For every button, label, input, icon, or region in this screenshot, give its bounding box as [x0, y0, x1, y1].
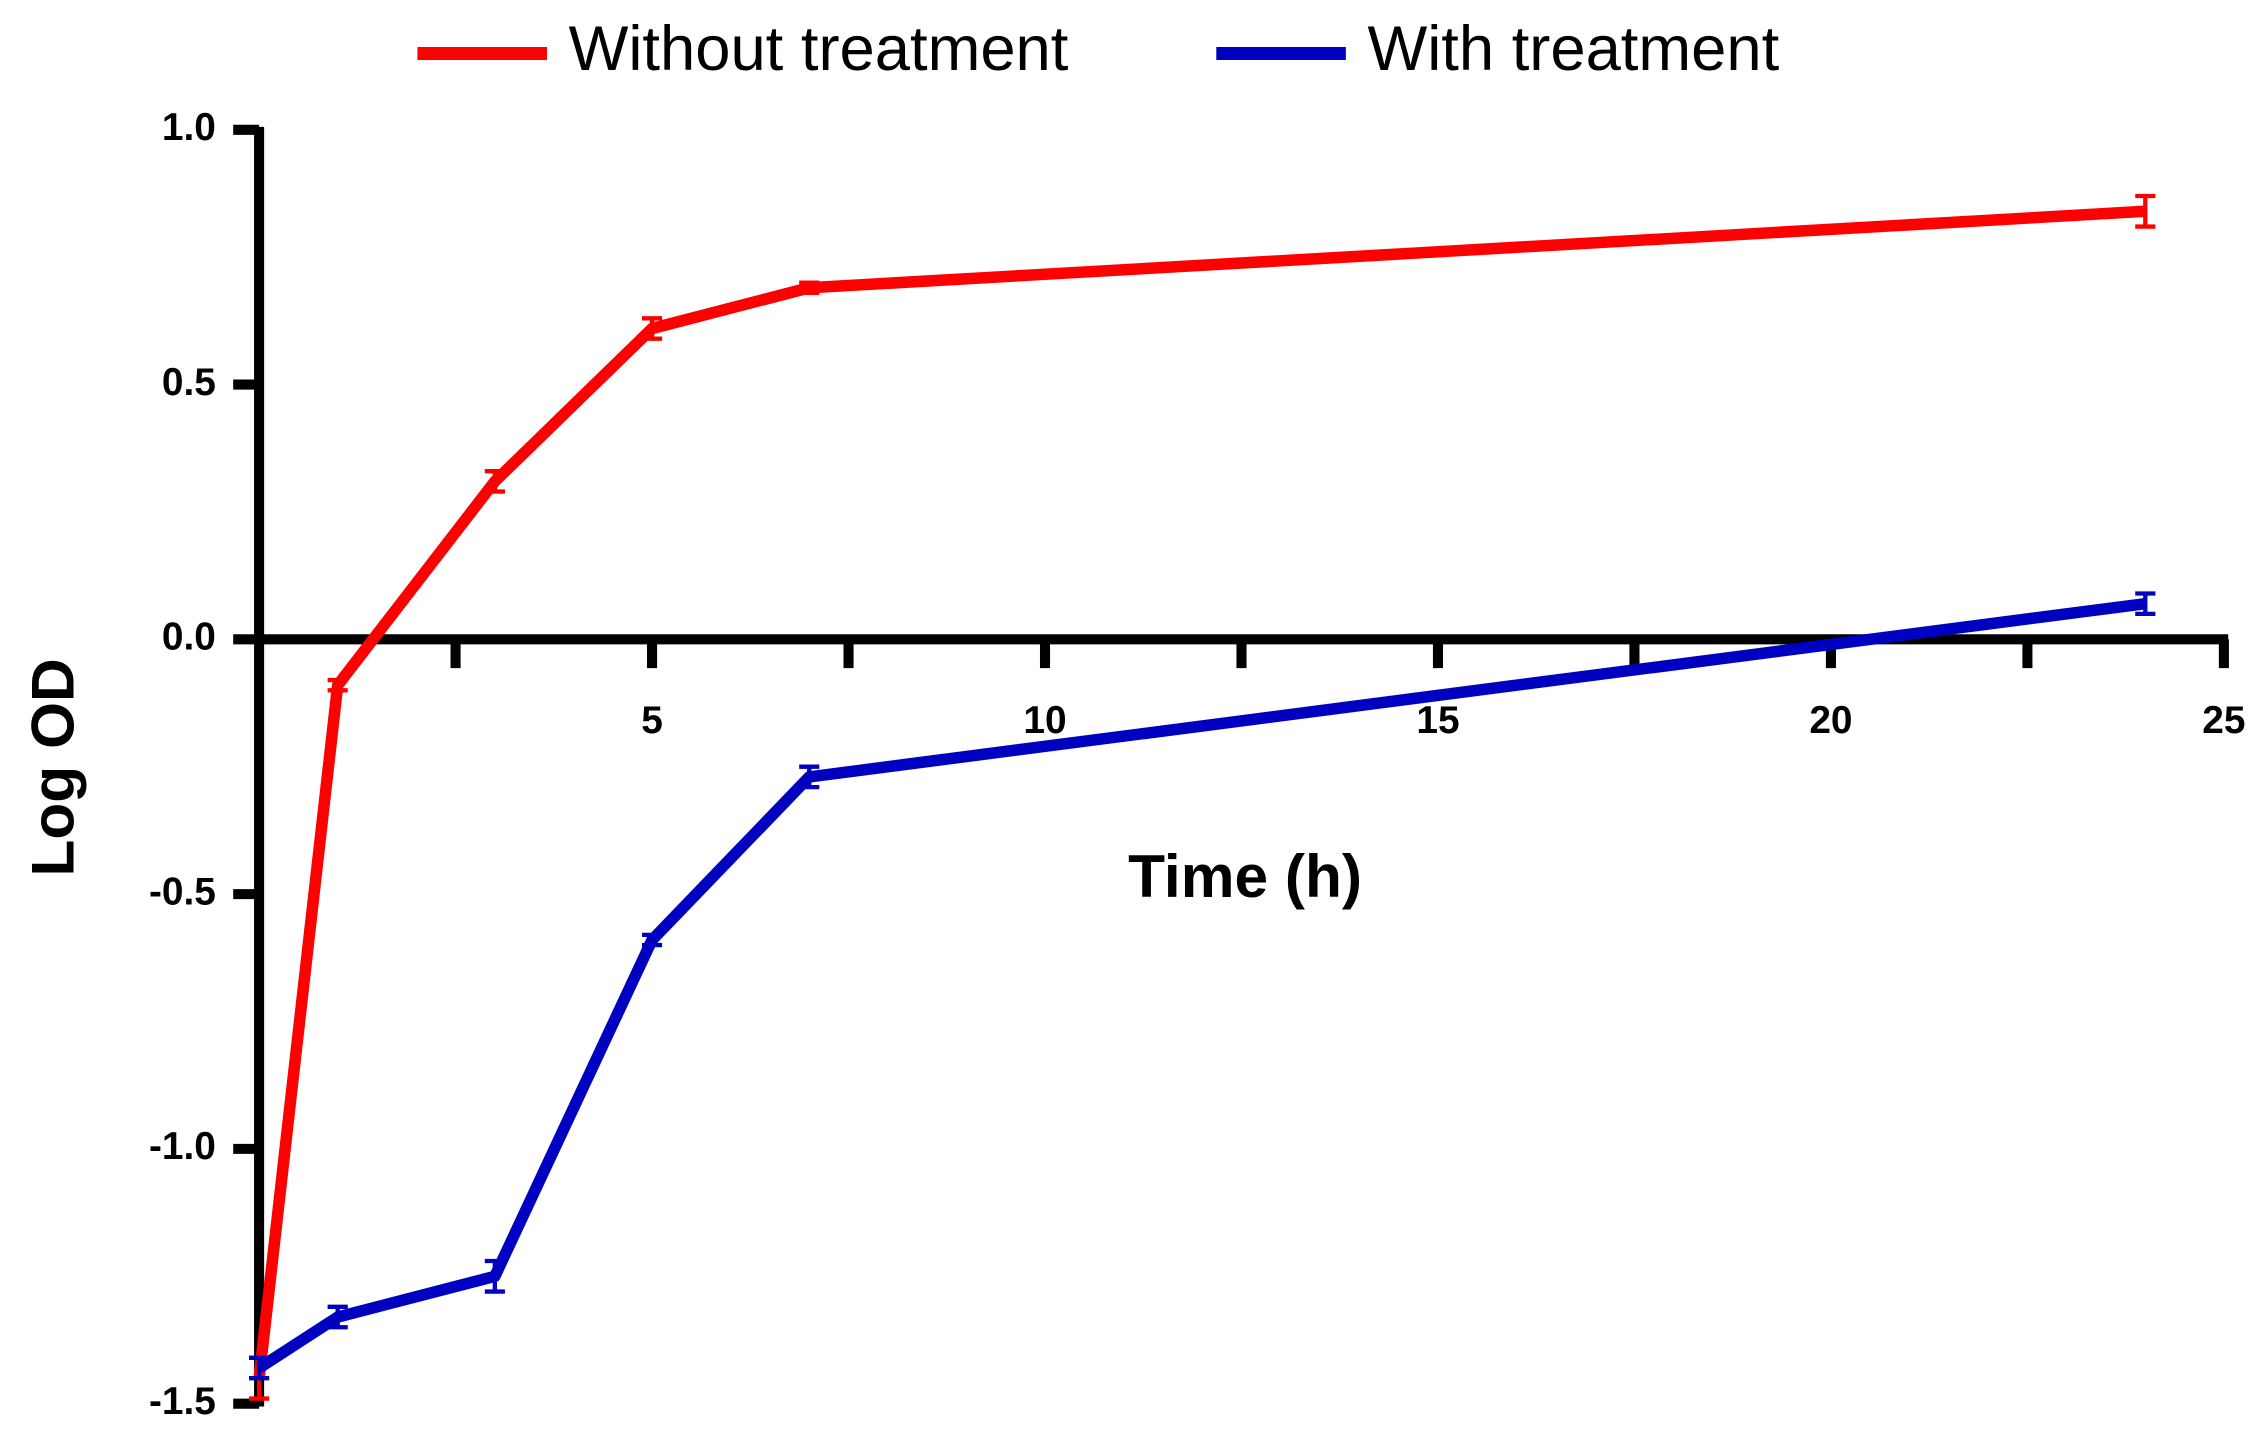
x-tick-label: 20 — [1809, 699, 1852, 742]
error-bar — [799, 764, 820, 790]
error-bar — [799, 280, 820, 295]
y-tick-label: 0.0 — [162, 616, 216, 659]
error-bar — [641, 932, 663, 948]
x-tick-label: 25 — [2202, 699, 2245, 742]
series-line — [255, 597, 2147, 1373]
x-axis-title: Time (h) — [1128, 842, 1362, 910]
error-bar — [2135, 591, 2156, 617]
y-axis-title: Log OD — [19, 658, 87, 876]
x-tick-label: 5 — [641, 699, 663, 742]
error-bar — [327, 1304, 348, 1330]
legend-label: With treatment — [1367, 14, 1779, 84]
legend-label: Without treatment — [569, 14, 1069, 84]
error-bar — [641, 316, 663, 341]
error-bar — [484, 1258, 505, 1294]
error-bar — [249, 1355, 270, 1381]
series-line — [253, 205, 2146, 1379]
error-bar — [327, 677, 348, 693]
error-bar — [484, 469, 505, 494]
y-tick-label: -1.0 — [149, 1125, 216, 1168]
x-tick-label: 10 — [1023, 699, 1066, 742]
y-tick-label: 0.5 — [162, 361, 216, 404]
error-bar — [2135, 193, 2156, 229]
x-tick-label: 15 — [1416, 699, 1459, 742]
y-tick-label: 1.0 — [162, 106, 216, 149]
y-tick-label: -1.5 — [149, 1380, 216, 1423]
y-tick-label: -0.5 — [149, 870, 216, 913]
